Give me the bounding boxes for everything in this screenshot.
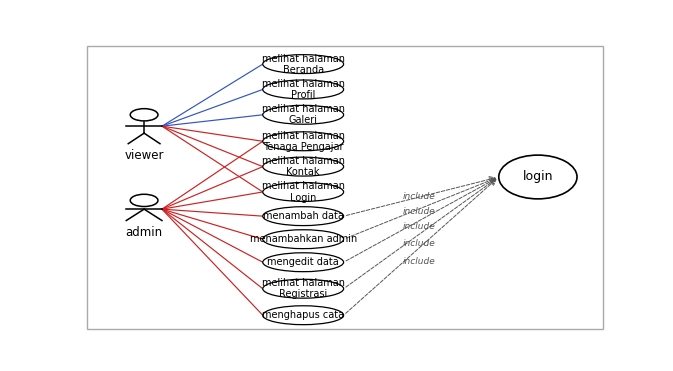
Text: admin: admin — [126, 226, 163, 239]
Text: include: include — [403, 239, 436, 249]
Text: mengedit data: mengedit data — [267, 257, 339, 267]
Text: include: include — [403, 257, 436, 266]
Ellipse shape — [262, 183, 344, 201]
Text: menghapus cata: menghapus cata — [262, 310, 345, 320]
Text: menambah data: menambah data — [262, 211, 344, 221]
Ellipse shape — [262, 105, 344, 124]
Text: melihat halaman
Galeri: melihat halaman Galeri — [262, 104, 345, 125]
Text: menambahkan admin: menambahkan admin — [250, 234, 357, 244]
Text: include: include — [403, 207, 436, 216]
Text: include: include — [403, 192, 436, 201]
Ellipse shape — [262, 253, 344, 272]
Ellipse shape — [262, 157, 344, 176]
Ellipse shape — [262, 306, 344, 325]
Text: melihat halaman
Kontak: melihat halaman Kontak — [262, 156, 345, 177]
Ellipse shape — [499, 155, 577, 199]
Ellipse shape — [262, 55, 344, 73]
Text: melihat halaman
Registrasi: melihat halaman Registrasi — [262, 278, 345, 299]
FancyBboxPatch shape — [87, 46, 603, 329]
Text: melihat halaman
Tenaga Pengajar: melihat halaman Tenaga Pengajar — [262, 131, 345, 152]
Ellipse shape — [262, 80, 344, 99]
Ellipse shape — [262, 207, 344, 226]
Text: login: login — [523, 171, 553, 184]
Ellipse shape — [262, 230, 344, 249]
Text: viewer: viewer — [125, 150, 164, 162]
Text: melihat halaman
Profil: melihat halaman Profil — [262, 79, 345, 100]
Ellipse shape — [262, 132, 344, 151]
Text: include: include — [403, 222, 436, 231]
Text: melihat halaman
Beranda: melihat halaman Beranda — [262, 53, 345, 75]
Ellipse shape — [262, 279, 344, 298]
Text: melihat halaman
Login: melihat halaman Login — [262, 181, 345, 203]
